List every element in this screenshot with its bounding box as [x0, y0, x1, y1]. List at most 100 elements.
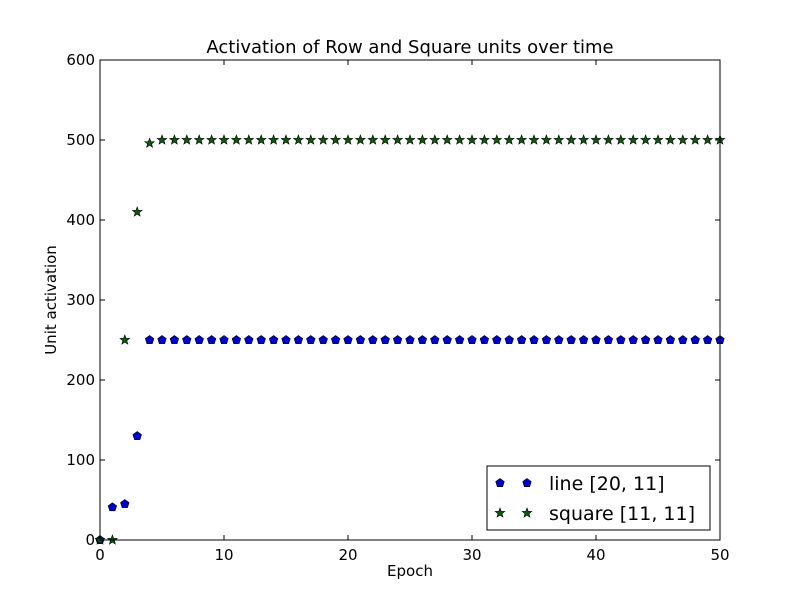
data-point [590, 134, 602, 145]
data-point [677, 134, 689, 145]
x-axis-label: Epoch [387, 562, 433, 580]
data-point [616, 335, 626, 344]
series-line [95, 335, 725, 544]
data-point [565, 134, 577, 145]
data-point [702, 134, 714, 145]
legend-entry-label: square [11, 11] [549, 503, 695, 525]
data-point [429, 134, 441, 145]
data-point [492, 335, 502, 344]
data-point [156, 134, 168, 145]
data-point [541, 335, 552, 344]
data-point [678, 335, 688, 344]
y-tick-label: 200 [66, 371, 95, 389]
data-point [330, 335, 341, 344]
y-tick-label: 300 [66, 291, 95, 309]
data-point [491, 134, 503, 145]
data-point [355, 335, 366, 344]
y-tick-label: 400 [66, 211, 95, 229]
data-point [144, 335, 155, 344]
chart-title: Activation of Row and Square units over … [206, 37, 613, 58]
legend: line [20, 11] square [11, 11] [486, 465, 711, 531]
data-point [194, 335, 204, 344]
data-point [256, 335, 266, 344]
data-point [132, 431, 142, 440]
data-point [602, 134, 614, 145]
data-point [268, 335, 279, 344]
legend-marker [522, 478, 532, 487]
data-point [479, 335, 490, 344]
data-point [367, 134, 379, 145]
data-point [119, 334, 131, 345]
data-point [255, 134, 267, 145]
data-point [368, 335, 378, 344]
y-tick-label: 100 [66, 451, 95, 469]
data-point [441, 134, 453, 145]
data-point [430, 335, 440, 344]
data-point [354, 134, 366, 145]
y-axis-label: Unit activation [42, 245, 60, 355]
data-point [442, 335, 452, 344]
data-point [244, 335, 254, 344]
data-point [528, 134, 540, 145]
data-point [690, 335, 700, 344]
data-marks [94, 134, 726, 545]
x-tick-label: 10 [214, 546, 233, 564]
x-tick-label: 20 [338, 546, 357, 564]
data-point [627, 134, 639, 145]
data-point [206, 134, 218, 145]
data-point [416, 134, 428, 145]
legend-frame [486, 465, 711, 531]
data-point [665, 335, 676, 344]
data-point [664, 134, 676, 145]
data-point [342, 134, 354, 145]
data-point [243, 134, 255, 145]
data-point [516, 335, 527, 344]
data-point [640, 335, 651, 344]
data-point [343, 335, 353, 344]
data-point [182, 335, 192, 344]
data-point [640, 134, 652, 145]
data-point [144, 137, 156, 148]
data-point [219, 335, 229, 344]
data-point [540, 134, 552, 145]
data-point [392, 335, 403, 344]
data-point [131, 206, 143, 217]
data-point [454, 335, 465, 344]
data-point [516, 134, 528, 145]
y-tick-label: 0 [85, 531, 95, 549]
data-point [504, 335, 514, 344]
y-tick-label: 500 [66, 131, 95, 149]
data-point [467, 335, 477, 344]
data-point [404, 134, 416, 145]
data-point [578, 335, 589, 344]
data-point [120, 499, 130, 508]
data-point [553, 134, 565, 145]
data-point [168, 134, 180, 145]
data-point [193, 134, 205, 145]
data-point [317, 134, 329, 145]
data-point [653, 335, 663, 344]
data-point [615, 134, 627, 145]
data-point [181, 134, 193, 145]
data-point [466, 134, 478, 145]
data-point [478, 134, 490, 145]
data-point [157, 335, 167, 344]
data-point [281, 335, 291, 344]
data-point [529, 335, 539, 344]
data-point [603, 335, 614, 344]
data-point [206, 335, 217, 344]
data-point [293, 335, 304, 344]
legend-marker [521, 507, 533, 518]
data-point [392, 134, 404, 145]
data-point [107, 502, 118, 512]
x-tick-label: 0 [95, 546, 105, 564]
data-point [218, 134, 230, 145]
data-point [306, 335, 316, 344]
data-point [305, 134, 317, 145]
data-point [230, 134, 242, 145]
series-square [94, 134, 726, 545]
x-tick-label: 30 [462, 546, 481, 564]
legend-marker [494, 507, 506, 518]
data-point [169, 335, 180, 344]
